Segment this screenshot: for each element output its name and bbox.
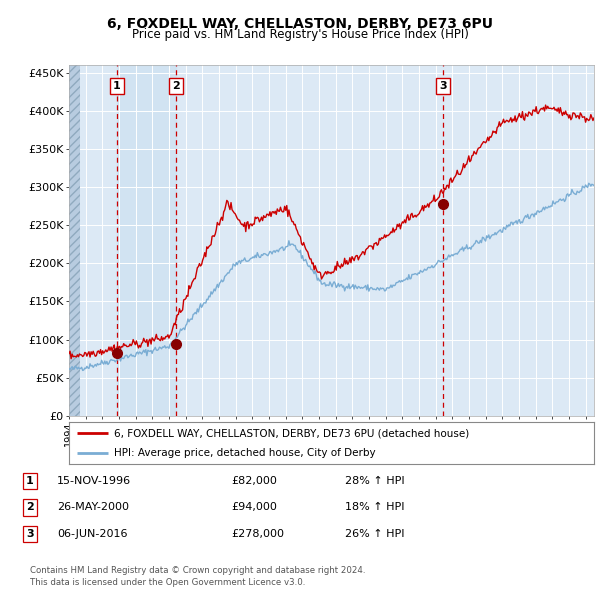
Bar (69, 65, 80, 416)
Text: 2: 2 (26, 503, 34, 512)
Text: 06-JUN-2016: 06-JUN-2016 (57, 529, 128, 539)
Text: £82,000: £82,000 (231, 476, 277, 486)
Text: 26% ↑ HPI: 26% ↑ HPI (345, 529, 404, 539)
Text: 3: 3 (26, 529, 34, 539)
Text: 3: 3 (439, 81, 446, 91)
Text: 2: 2 (172, 81, 179, 91)
Text: Contains HM Land Registry data © Crown copyright and database right 2024.
This d: Contains HM Land Registry data © Crown c… (30, 566, 365, 587)
Text: Price paid vs. HM Land Registry's House Price Index (HPI): Price paid vs. HM Land Registry's House … (131, 28, 469, 41)
Text: 15-NOV-1996: 15-NOV-1996 (57, 476, 131, 486)
Text: 6, FOXDELL WAY, CHELLASTON, DERBY, DE73 6PU (detached house): 6, FOXDELL WAY, CHELLASTON, DERBY, DE73 … (113, 428, 469, 438)
Text: £94,000: £94,000 (231, 503, 277, 512)
Text: 26-MAY-2000: 26-MAY-2000 (57, 503, 129, 512)
Text: £278,000: £278,000 (231, 529, 284, 539)
Text: 18% ↑ HPI: 18% ↑ HPI (345, 503, 404, 512)
Bar (117, 65, 176, 416)
Text: 1: 1 (26, 476, 34, 486)
Text: 1: 1 (113, 81, 121, 91)
Text: 6, FOXDELL WAY, CHELLASTON, DERBY, DE73 6PU: 6, FOXDELL WAY, CHELLASTON, DERBY, DE73 … (107, 17, 493, 31)
Text: 28% ↑ HPI: 28% ↑ HPI (345, 476, 404, 486)
Text: HPI: Average price, detached house, City of Derby: HPI: Average price, detached house, City… (113, 448, 375, 458)
